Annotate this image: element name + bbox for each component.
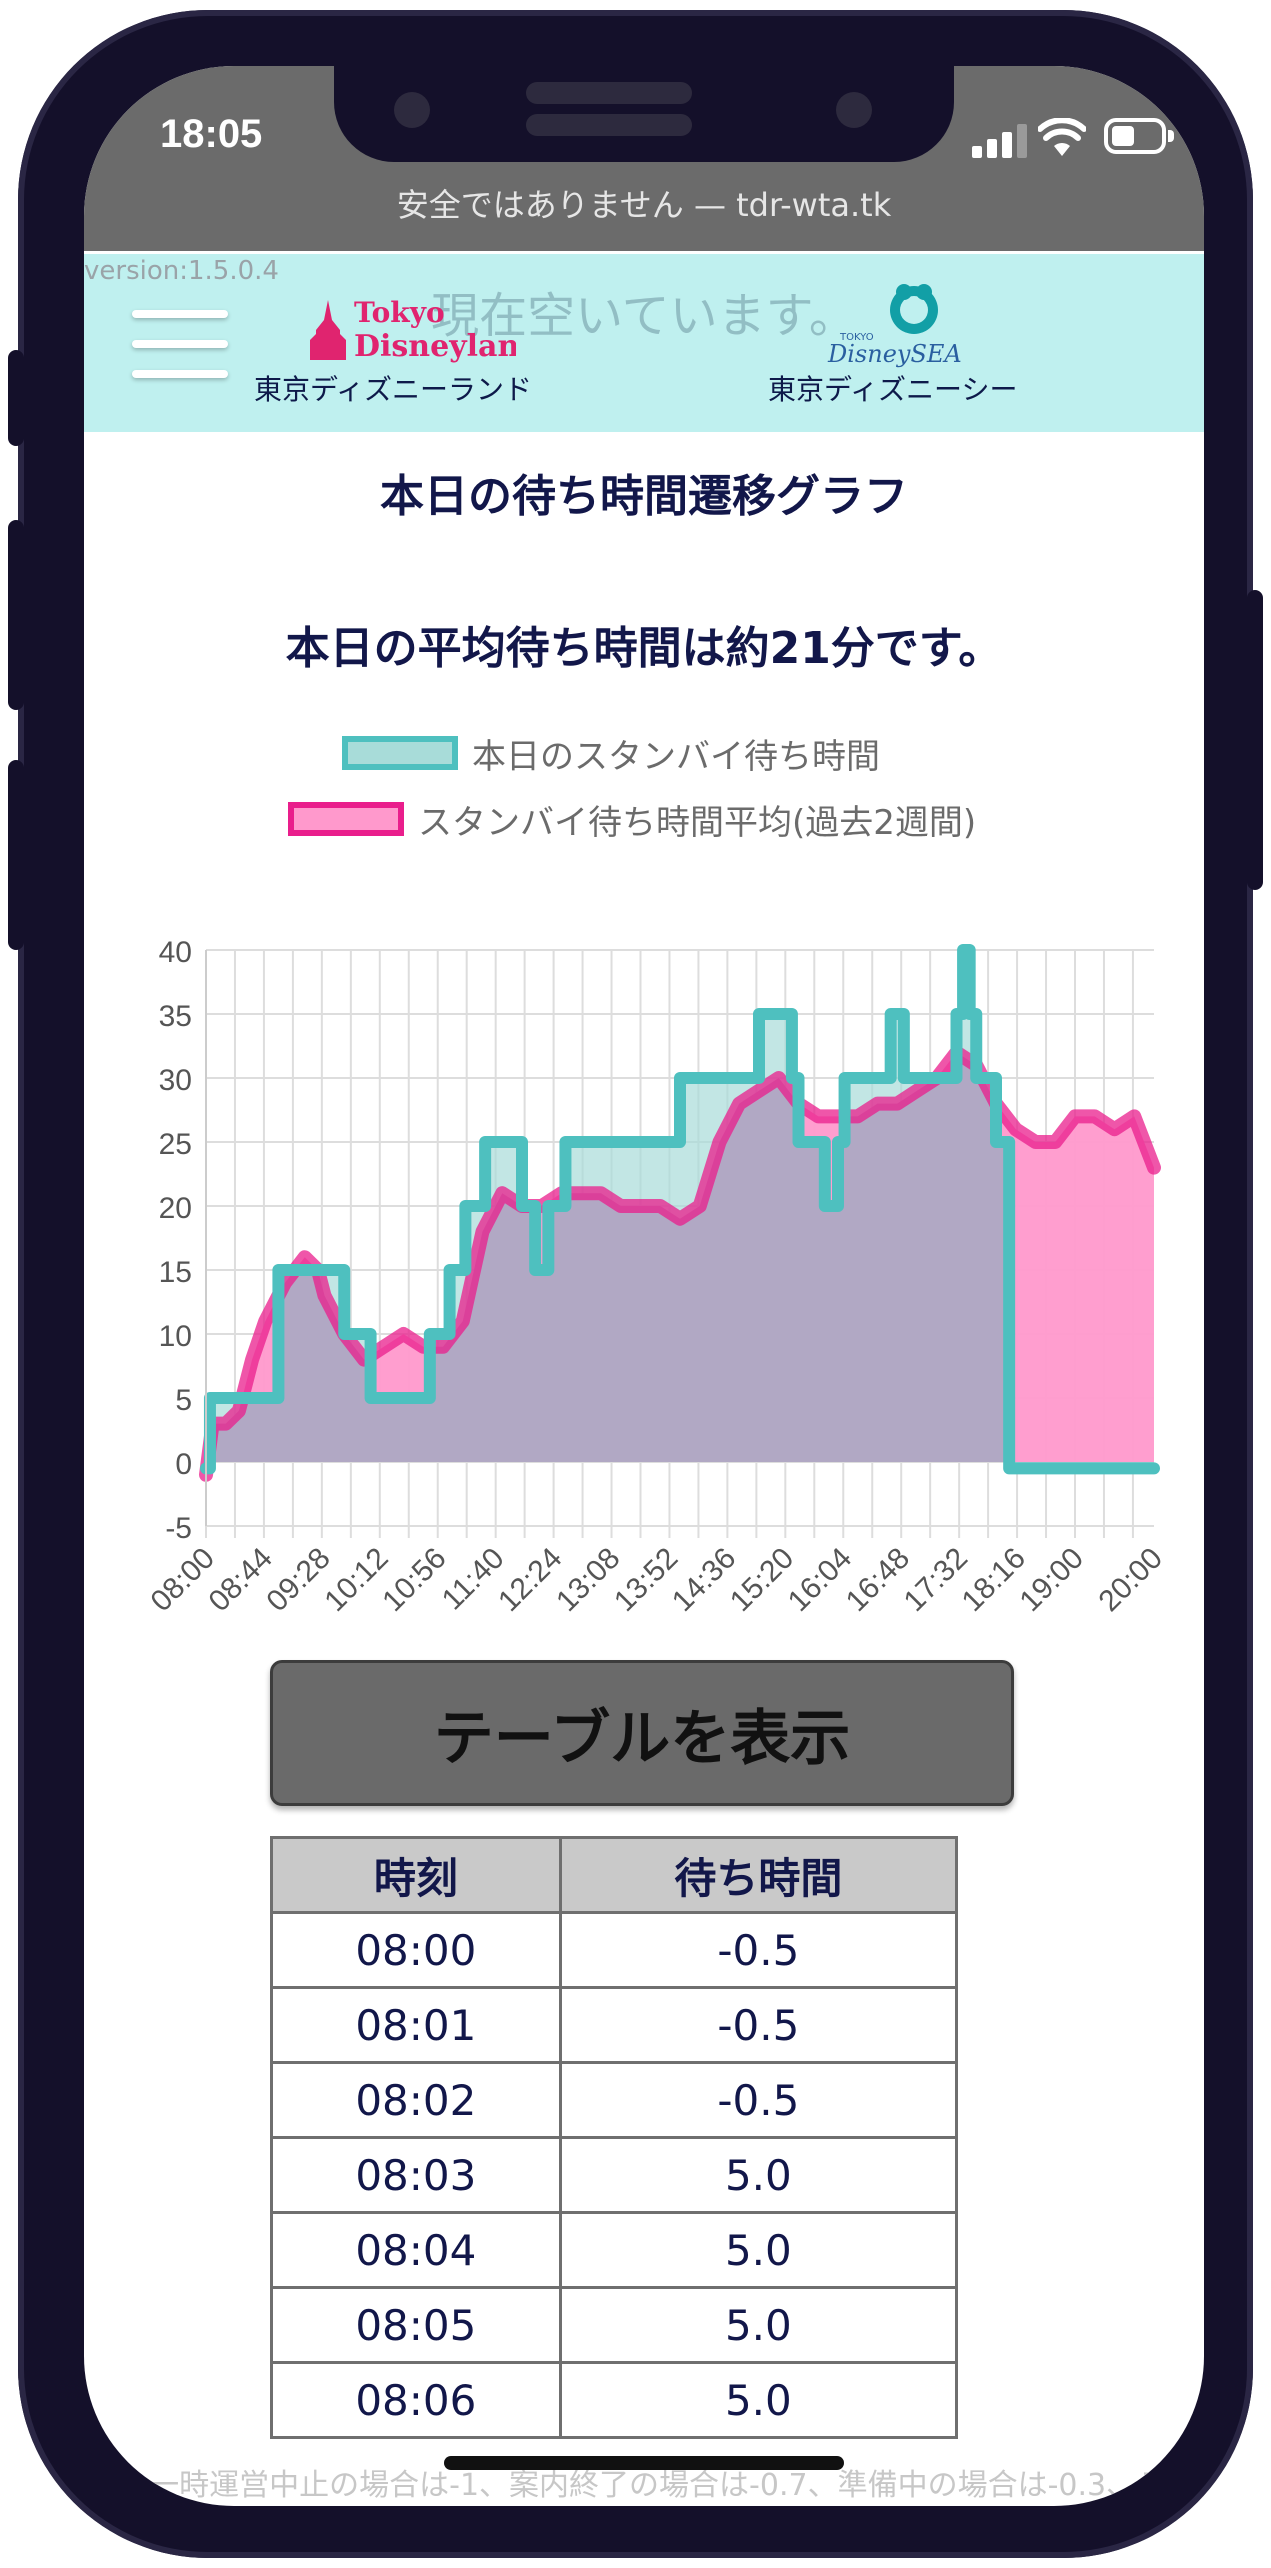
x-tick-label: 13:52 (608, 1542, 684, 1618)
wait-cell: 5.0 (558, 2211, 959, 2289)
tds-link[interactable]: 東京ディズニーシー (768, 373, 1018, 406)
table-row: 08:00 -0.5 (270, 1911, 959, 1989)
y-tick-label: 40 (159, 936, 192, 969)
x-tick-label: 12:24 (492, 1542, 568, 1618)
version-label: version:1.5.0.4 (84, 256, 279, 286)
speaker (526, 82, 692, 104)
x-tick-label: 14:36 (666, 1542, 742, 1618)
wait-cell: 5.0 (558, 2136, 959, 2214)
x-tick-label: 10:56 (376, 1542, 452, 1618)
status-bar: 18:05 安全ではありません — tdr-wta.tk (84, 66, 1204, 251)
crowd-status: 現在空いています。 (431, 288, 857, 344)
legend-today[interactable]: 本日のスタンバイ待ち時間 (342, 732, 880, 777)
y-tick-label: 5 (175, 1384, 192, 1417)
power-button (1247, 590, 1263, 890)
site-header: version:1.5.0.4 現在空いています。 Tokyo Disneyla… (84, 254, 1204, 432)
battery-icon (1104, 118, 1174, 154)
wait-cell: 5.0 (558, 2286, 959, 2364)
wifi-icon (1038, 118, 1086, 156)
volume-up-button (8, 520, 24, 710)
volume-down-button (8, 760, 24, 950)
y-tick-label: 35 (159, 1000, 192, 1033)
y-tick-label: 0 (175, 1448, 192, 1481)
tokyo-disneysea-logo[interactable]: TOKYO DisneySEA (826, 284, 976, 374)
legend-label-average: スタンバイ待ち時間平均(過去2週間) (418, 802, 977, 843)
table-row: 08:02 -0.5 (270, 2061, 959, 2139)
url-bar[interactable]: 安全ではありません — tdr-wta.tk (396, 186, 892, 224)
y-tick-label: 30 (159, 1064, 192, 1097)
x-tick-label: 20:00 (1093, 1542, 1169, 1618)
signal-icon (972, 124, 1027, 158)
x-tick-label: 10:12 (318, 1542, 394, 1618)
table-row: 08:03 5.0 (270, 2136, 959, 2214)
clock: 18:05 (160, 112, 263, 156)
time-cell: 08:02 (270, 2061, 562, 2139)
legend-swatch-today (342, 736, 458, 770)
x-tick-label: 13:08 (550, 1542, 626, 1618)
table-row: 08:05 5.0 (270, 2286, 959, 2364)
y-tick-label: 20 (159, 1192, 192, 1225)
time-cell: 08:01 (270, 1986, 562, 2064)
screen: 18:05 安全ではありません — tdr-wta.tk version:1.5… (84, 66, 1204, 2506)
tdl-logo-line2: Disneyland (354, 329, 516, 364)
tds-logo-text: DisneySEA (827, 340, 962, 368)
time-cell: 08:05 (270, 2286, 562, 2364)
x-tick-label: 19:00 (1014, 1542, 1090, 1618)
wait-time-chart: 40 35 30 25 20 15 10 5 0 -508:0008:4409:2810:1210… (145, 936, 1169, 1618)
x-tick-label: 15:20 (724, 1542, 800, 1618)
average-wait-text: 本日の平均待ち時間は約21分です。 (285, 623, 1003, 674)
time-cell: 08:04 (270, 2211, 562, 2289)
series-today-line (200, 944, 1160, 1475)
table-header-0: 時刻 (270, 1836, 562, 1914)
footnote: ※一時運営中止の場合は-1、案内終了の場合は-0.7、準備中の場合は-0.3、そ… (124, 2468, 1204, 2503)
table-row: 08:01 -0.5 (270, 1986, 959, 2064)
wait-cell: -0.5 (558, 2061, 959, 2139)
x-tick-label: 17:32 (898, 1542, 974, 1618)
show-table-button[interactable]: テーブルを表示 (270, 1660, 1014, 1806)
home-indicator[interactable] (444, 2456, 844, 2470)
series-average-line (199, 1045, 1161, 1482)
time-cell: 08:00 (270, 1911, 562, 1989)
notch (334, 66, 954, 162)
tokyo-disneyland-logo[interactable]: Tokyo Disneyland (306, 290, 516, 370)
legend-average[interactable]: スタンバイ待ち時間平均(過去2週間) (288, 798, 976, 843)
wait-cell: -0.5 (558, 1911, 959, 1989)
table-row: 08:04 5.0 (270, 2211, 959, 2289)
tdl-link[interactable]: 東京ディズニーランド (254, 373, 533, 406)
x-tick-label: 16:48 (840, 1542, 916, 1618)
time-cell: 08:03 (270, 2136, 562, 2214)
tdl-logo-line1: Tokyo (354, 296, 445, 329)
y-tick-label: 25 (159, 1128, 192, 1161)
legend-label-today: 本日のスタンバイ待ち時間 (472, 736, 880, 777)
front-camera (394, 92, 430, 128)
legend-swatch-average (288, 802, 404, 836)
tds-logo-small: TOKYO (839, 332, 874, 343)
x-tick-label: 18:16 (956, 1542, 1032, 1618)
table-header-row: 時刻 待ち時間 (270, 1836, 959, 1914)
table-row: 08:06 5.0 (270, 2361, 959, 2439)
series-overlap-area (206, 1052, 1154, 1469)
proximity-sensor (836, 92, 872, 128)
wait-time-table: 時刻 待ち時間 08:00 -0.5 08:01 -0.5 08:02 -0.5 08:03 5… (270, 1836, 959, 2439)
x-tick-label: 09:28 (260, 1542, 336, 1618)
y-tick-label: 10 (159, 1320, 192, 1353)
page-title: 本日の待ち時間遷移グラフ (380, 471, 908, 522)
x-tick-label: 08:00 (145, 1542, 221, 1618)
table-header-1: 待ち時間 (558, 1836, 959, 1914)
sensor-bar (526, 114, 692, 136)
x-tick-label: 08:44 (202, 1542, 278, 1618)
wait-cell: -0.5 (558, 1986, 959, 2064)
x-tick-label: 16:04 (782, 1542, 858, 1618)
silent-switch (8, 350, 24, 446)
time-cell: 08:06 (270, 2361, 562, 2439)
y-tick-label: -5 (165, 1512, 192, 1545)
wait-cell: 5.0 (558, 2361, 959, 2439)
x-tick-label: 11:40 (436, 1542, 511, 1617)
y-tick-label: 15 (159, 1256, 192, 1289)
hamburger-menu-icon[interactable] (132, 310, 228, 384)
